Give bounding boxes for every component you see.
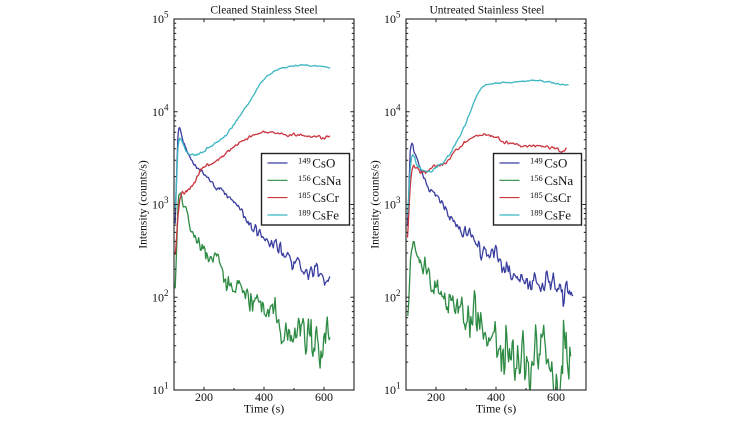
svg-text:Intensity (counts/s): Intensity (counts/s) [138, 160, 150, 249]
svg-text:200: 200 [195, 390, 213, 404]
svg-text:200: 200 [427, 390, 445, 404]
svg-text:400: 400 [487, 390, 505, 404]
svg-text:400: 400 [255, 390, 273, 404]
svg-text:600: 600 [547, 390, 565, 404]
svg-text:Cleaned Stainless Steel: Cleaned Stainless Steel [210, 5, 317, 17]
svg-text:Time (s): Time (s) [476, 402, 517, 416]
svg-text:Intensity (counts/s): Intensity (counts/s) [370, 160, 382, 249]
svg-text:Time (s): Time (s) [244, 402, 285, 416]
svg-text:Untreated Stainless Steel: Untreated Stainless Steel [430, 5, 545, 17]
svg-text:600: 600 [315, 390, 333, 404]
